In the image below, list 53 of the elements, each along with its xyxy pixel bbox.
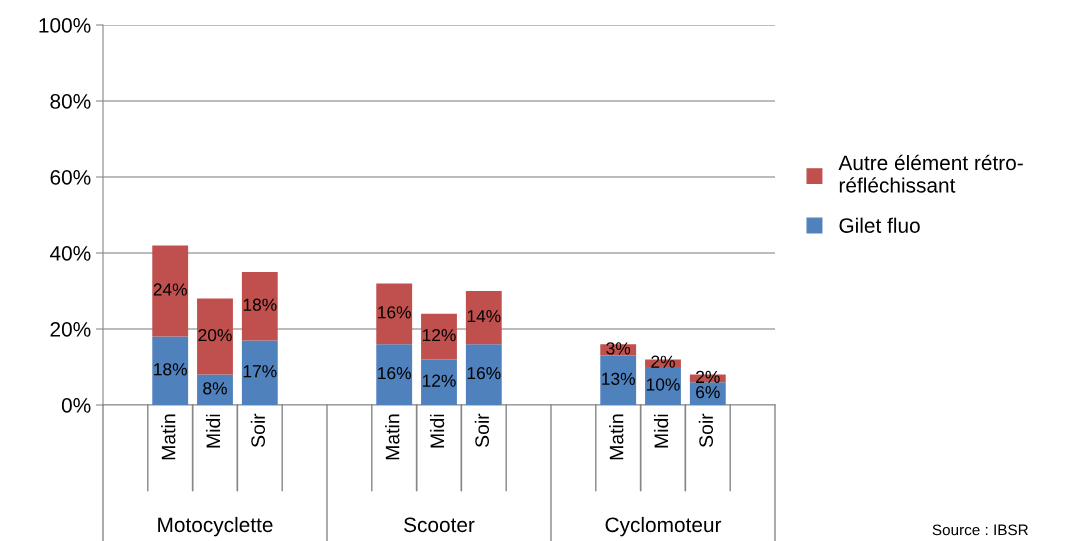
text: Cyclomoteur (605, 516, 722, 537)
legend-label: Autre élément rétro- réfléchissant (838, 154, 1023, 193)
bar (197, 298, 233, 375)
x-tick-label: Soir (698, 413, 714, 448)
bar (376, 283, 413, 345)
x-tick-label: Matin (609, 414, 624, 460)
x-tick-label: Soir (474, 413, 490, 448)
legend-label: Gilet fluo (839, 217, 920, 233)
x-tick-label: Midi (653, 414, 669, 448)
y-tick-label: 100% (39, 18, 91, 33)
data-label: 16% (378, 366, 411, 380)
bar (241, 272, 278, 341)
bar (376, 344, 413, 405)
x-tick-label: Matin (385, 414, 400, 460)
text: Scooter (404, 517, 475, 533)
bar (152, 336, 189, 405)
data-label: 6% (696, 385, 720, 399)
data-label: 18% (243, 298, 277, 311)
bar (645, 367, 681, 405)
data-label: 17% (243, 365, 277, 378)
x-tick-label: Midi (205, 414, 221, 448)
y-tick-label: 20% (50, 322, 91, 337)
data-label: 12% (422, 374, 456, 387)
data-label: 16% (467, 366, 501, 380)
bar (465, 344, 502, 405)
data-label: 18% (154, 363, 187, 376)
bar (421, 359, 457, 405)
x-tick-label: Matin (161, 414, 176, 460)
data-label: 16% (378, 306, 411, 319)
bar (152, 245, 189, 337)
x-tick-label: Midi (429, 414, 445, 448)
data-label: 10% (646, 378, 680, 391)
data-label: 24% (153, 283, 187, 296)
y-tick-label: 0% (61, 398, 91, 413)
y-tick-label: 60% (50, 170, 91, 185)
bar (600, 355, 637, 405)
source-note: Source : IBSR (932, 524, 1028, 536)
bar (197, 374, 233, 405)
y-tick-label: 80% (50, 94, 91, 109)
bar (465, 291, 502, 345)
x-tick-label: Soir (250, 413, 266, 448)
bar (241, 340, 278, 405)
data-label: 13% (602, 372, 635, 385)
data-label: 14% (467, 310, 501, 323)
text: Motocyclette (158, 516, 273, 537)
data-label: 20% (198, 328, 232, 342)
bar (421, 313, 457, 360)
y-tick-label: 40% (49, 246, 91, 261)
data-label: 8% (203, 382, 227, 395)
data-label: 2% (696, 370, 720, 383)
data-label: 2% (651, 355, 675, 368)
data-label: 3% (606, 342, 631, 355)
data-label: 12% (422, 328, 456, 342)
